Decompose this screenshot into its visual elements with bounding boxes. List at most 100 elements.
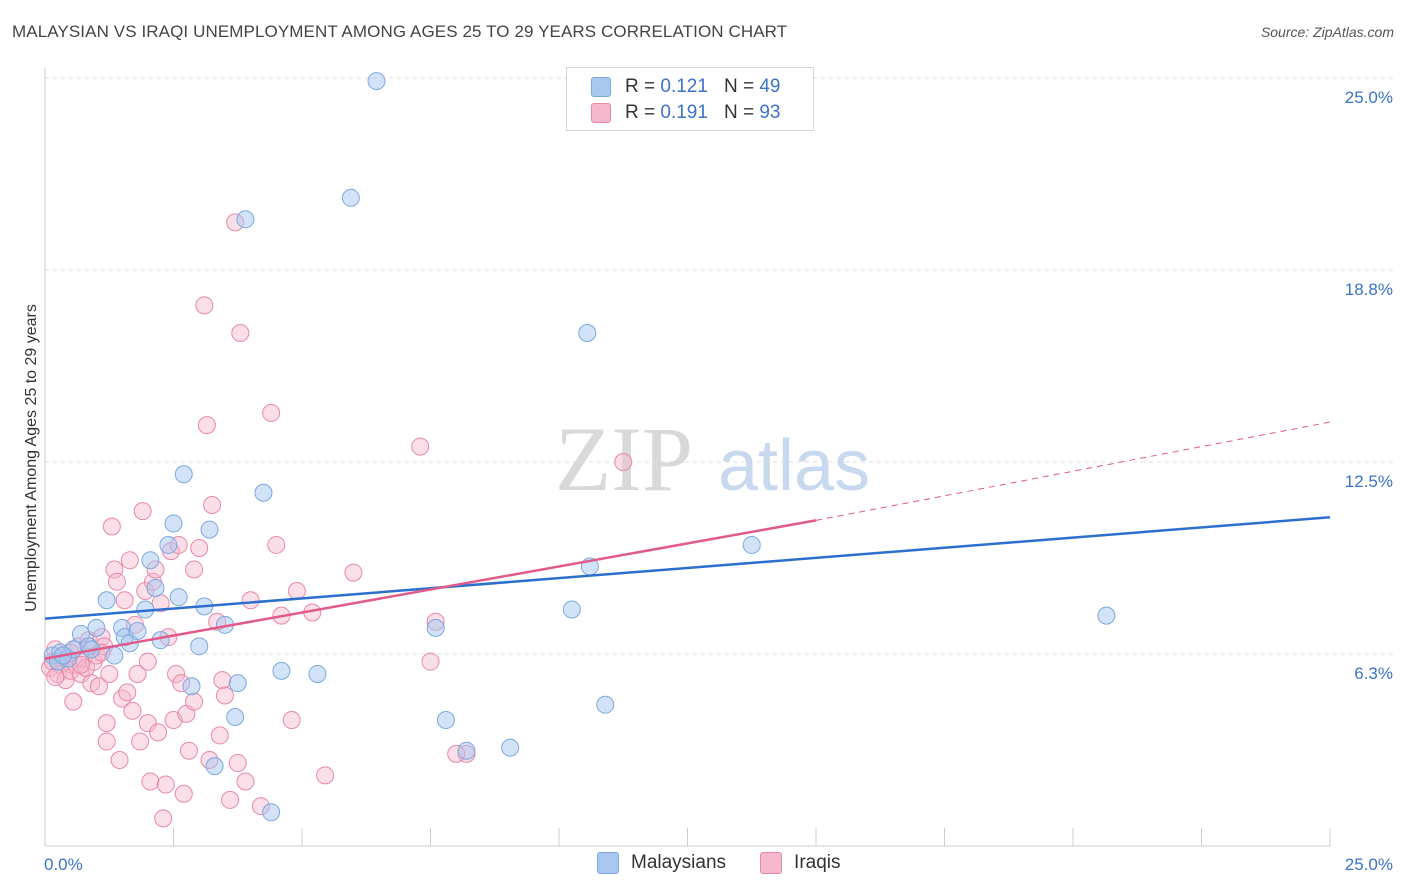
point-malaysian xyxy=(1097,606,1116,625)
point-iraqi xyxy=(120,551,139,570)
point-iraqi xyxy=(64,692,83,711)
point-iraqi xyxy=(287,582,306,601)
legend-swatch-pink xyxy=(760,852,783,874)
point-iraqi xyxy=(89,677,108,696)
y-tick-label: 6.3% xyxy=(1354,664,1393,683)
point-iraqi xyxy=(421,652,440,671)
trend-line-iraqis-extension xyxy=(815,421,1331,521)
point-iraqi xyxy=(115,591,134,610)
point-malaysian xyxy=(159,535,178,554)
point-malaysian xyxy=(182,677,201,696)
legend-n-label: N = xyxy=(723,102,755,123)
legend-r-value: 0.121 xyxy=(660,76,708,97)
point-iraqi xyxy=(138,714,157,733)
point-iraqi xyxy=(344,563,363,582)
point-iraqi xyxy=(215,686,234,705)
point-malaysian xyxy=(200,520,219,539)
point-iraqi xyxy=(149,723,168,742)
point-malaysian xyxy=(169,588,188,607)
tick-labels: 6.3% 12.5% 18.8% 25.0% 0.0% 25.0% xyxy=(44,88,1393,874)
point-iraqi xyxy=(221,790,240,809)
point-malaysian xyxy=(105,646,124,665)
point-malaysian xyxy=(141,551,160,570)
point-iraqi xyxy=(316,766,335,785)
legend-row-malaysians: R = 0.121 N = 49 xyxy=(591,74,780,100)
point-iraqi xyxy=(141,772,160,791)
point-iraqi xyxy=(236,772,255,791)
gridlines xyxy=(45,77,1395,655)
series-legend: Malaysians Iraqis xyxy=(597,852,875,874)
point-malaysian xyxy=(436,711,455,730)
point-iraqi xyxy=(282,711,301,730)
y-axis-label: Unemployment Among Ages 25 to 29 years xyxy=(23,304,40,612)
watermark-zip: ZIP xyxy=(555,408,693,510)
point-iraqi xyxy=(56,671,75,690)
point-malaysian xyxy=(367,72,386,91)
point-iraqi xyxy=(228,754,247,773)
correlation-legend: R = 0.121 N = 49 R = 0.191 N = 93 xyxy=(566,67,814,131)
point-malaysian xyxy=(308,664,327,683)
point-iraqi xyxy=(97,714,116,733)
point-malaysian xyxy=(501,738,520,757)
point-malaysian xyxy=(146,578,165,597)
point-malaysian xyxy=(236,210,255,229)
y-tick-label: 25.0% xyxy=(1345,88,1393,107)
x-tick-label: 25.0% xyxy=(1345,855,1393,874)
point-iraqi xyxy=(174,784,193,803)
source-label: Source: ZipAtlas.com xyxy=(1260,24,1394,40)
point-malaysian xyxy=(190,637,209,656)
point-malaysian xyxy=(262,803,281,822)
point-iraqi xyxy=(262,403,281,422)
point-iraqi xyxy=(195,296,214,315)
point-iraqi xyxy=(210,726,229,745)
legend-swatch-pink xyxy=(591,103,611,123)
point-iraqi xyxy=(167,664,186,683)
point-iraqi xyxy=(411,437,430,456)
point-iraqi xyxy=(241,591,260,610)
point-malaysian xyxy=(272,661,291,680)
point-malaysian xyxy=(457,741,476,760)
legend-r-value: 0.191 xyxy=(660,102,708,123)
point-iraqi xyxy=(154,809,173,828)
point-iraqi xyxy=(231,323,250,342)
point-malaysian xyxy=(228,674,247,693)
series-iraqis xyxy=(41,213,633,828)
point-iraqi xyxy=(107,572,126,591)
point-iraqi xyxy=(118,683,137,702)
point-malaysian xyxy=(164,514,183,533)
legend-swatch-blue xyxy=(591,77,611,97)
point-iraqi xyxy=(102,517,121,536)
point-malaysian xyxy=(226,707,245,726)
legend-label-malaysians: Malaysians xyxy=(631,852,727,873)
legend-n-value: 49 xyxy=(759,76,781,97)
point-iraqi xyxy=(131,732,150,751)
point-malaysian xyxy=(128,621,147,640)
point-iraqi xyxy=(213,671,232,690)
point-iraqi xyxy=(128,664,147,683)
legend-r-label: R = xyxy=(625,102,656,123)
point-iraqi xyxy=(614,453,633,471)
legend-swatch-blue xyxy=(597,852,619,874)
point-iraqi xyxy=(46,668,65,687)
point-iraqi xyxy=(123,701,142,720)
point-malaysian xyxy=(205,757,224,776)
chart-title: MALAYSIAN VS IRAQI UNEMPLOYMENT AMONG AG… xyxy=(12,22,788,41)
point-iraqi xyxy=(133,502,152,521)
point-malaysian xyxy=(174,465,193,484)
point-malaysian xyxy=(87,618,106,637)
point-iraqi xyxy=(100,664,119,683)
trend-line-malaysians xyxy=(44,516,1331,620)
y-tick-label: 12.5% xyxy=(1345,472,1393,491)
x-tick-label: 0.0% xyxy=(44,855,83,874)
point-iraqi xyxy=(203,496,222,515)
y-tick-label: 18.8% xyxy=(1345,280,1393,299)
trend-lines xyxy=(44,421,1331,660)
point-iraqi xyxy=(185,560,204,579)
legend-n-value: 93 xyxy=(759,102,781,123)
point-malaysian xyxy=(254,483,273,502)
point-malaysian xyxy=(562,600,581,619)
watermark-atlas: atlas xyxy=(718,426,870,506)
point-malaysian xyxy=(341,188,360,207)
point-iraqi xyxy=(197,416,216,435)
